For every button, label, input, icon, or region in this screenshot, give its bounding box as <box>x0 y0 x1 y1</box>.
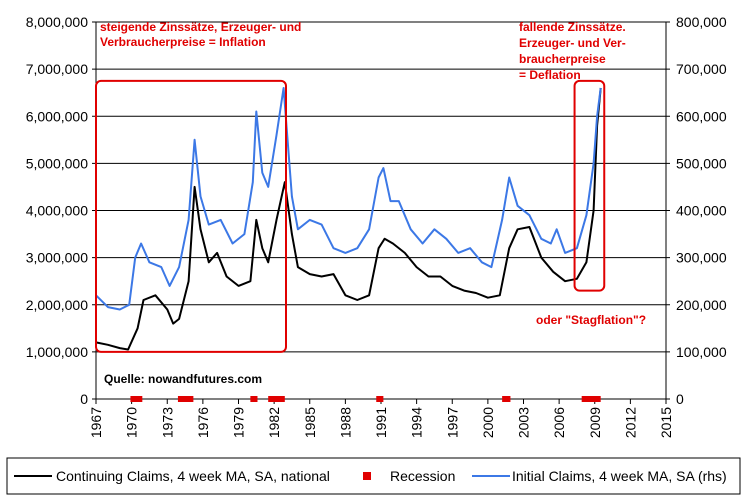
recession-period <box>581 396 601 402</box>
series-continuing-claims <box>95 87 602 351</box>
left-tick-label: 1,000,000 <box>26 344 88 360</box>
annotation-deflation-line-3: braucherpreise <box>519 52 606 66</box>
inflation-box <box>95 79 287 353</box>
left-tick-label: 5,000,000 <box>26 155 88 171</box>
x-tick-label: 2000 <box>480 407 496 438</box>
legend-swatch-recession <box>363 472 371 480</box>
x-axis: 1967 1970 1973 1976 1979 1982 1985 1988 1991 1994… <box>88 399 674 438</box>
x-tick-label: 1997 <box>444 407 460 438</box>
left-tick-label: 3,000,000 <box>26 250 88 266</box>
recession-period <box>376 396 384 402</box>
x-tick-label: 1985 <box>302 407 318 438</box>
right-tick-label: 500,000 <box>676 155 727 171</box>
x-tick-label: 1970 <box>124 407 140 438</box>
legend-label-initial-claims: Initial Claims, 4 week MA, SA (rhs) <box>512 468 727 484</box>
legend: Continuing Claims, 4 week MA, SA, nation… <box>6 457 741 495</box>
legend-frame <box>6 457 741 495</box>
left-tick-label: 4,000,000 <box>26 203 88 219</box>
annotation-inflation-line-1: steigende Zinssätze, Erzeuger- und <box>100 20 301 34</box>
source-label: Quelle: nowandfutures.com <box>104 372 262 386</box>
annotation-inflation-line-2: Verbraucherpreise = Inflation <box>100 35 266 49</box>
annotation-deflation-line-2: Erzeuger- und Ver- <box>519 36 626 50</box>
right-tick-label: 300,000 <box>676 250 727 266</box>
right-tick-label: 700,000 <box>676 61 727 77</box>
x-tick-label: 2006 <box>551 407 567 438</box>
deflation-box <box>573 79 606 292</box>
left-tick-label: 0 <box>80 391 88 407</box>
x-tick-label: 2003 <box>516 407 532 438</box>
left-tick-label: 8,000,000 <box>26 14 88 30</box>
left-tick-label: 7,000,000 <box>26 61 88 77</box>
x-tick-label: 1976 <box>195 407 211 438</box>
x-tick-label: 1979 <box>231 407 247 438</box>
right-tick-label: 600,000 <box>676 108 727 124</box>
legend-label-continuing-claims: Continuing Claims, 4 week MA, SA, nation… <box>56 468 330 484</box>
legend-label-recession: Recession <box>390 468 455 484</box>
x-tick-label: 1994 <box>409 407 425 438</box>
annotation-stagflation: oder "Stagflation"? <box>536 313 646 327</box>
x-tick-label: 1973 <box>159 407 175 438</box>
x-tick-label: 2012 <box>622 407 638 438</box>
series-layer <box>95 87 602 351</box>
annotation-deflation-line-1: fallende Zinssätze. <box>519 20 626 34</box>
right-tick-label: 800,000 <box>676 14 727 30</box>
series-initial-claims <box>95 87 602 311</box>
recession-period <box>268 396 285 402</box>
x-tick-label: 2015 <box>658 407 674 438</box>
recession-period <box>177 396 194 402</box>
left-tick-label: 6,000,000 <box>26 108 88 124</box>
recession-period <box>130 396 143 402</box>
left-axis: 0 1,000,000 2,000,000 3,000,000 4,000,000 5,0… <box>26 14 96 407</box>
x-tick-label: 2009 <box>587 407 603 438</box>
right-tick-label: 400,000 <box>676 203 727 219</box>
x-tick-label: 1982 <box>266 407 282 438</box>
right-axis: 0 100,000 200,000 300,000 400,000 500,000 600,… <box>666 14 727 407</box>
right-tick-label: 200,000 <box>676 297 727 313</box>
right-tick-label: 0 <box>676 391 684 407</box>
x-tick-label: 1967 <box>88 407 104 438</box>
right-tick-label: 100,000 <box>676 344 727 360</box>
x-tick-label: 1991 <box>373 407 389 438</box>
x-tick-label: 1988 <box>337 407 353 438</box>
left-tick-label: 2,000,000 <box>26 297 88 313</box>
recession-period <box>250 396 258 402</box>
annotation-deflation-line-4: = Deflation <box>519 68 581 82</box>
recession-markers <box>130 396 601 402</box>
recession-period <box>502 396 511 402</box>
highlight-boxes <box>95 79 606 353</box>
